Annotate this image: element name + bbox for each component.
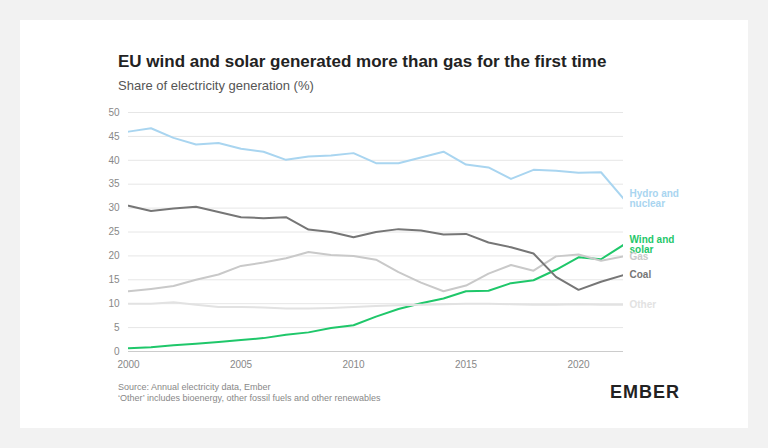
svg-text:20: 20 — [108, 250, 120, 261]
svg-text:Hydro andnuclear: Hydro andnuclear — [630, 188, 679, 209]
svg-text:25: 25 — [108, 226, 120, 237]
svg-text:50: 50 — [108, 107, 120, 118]
svg-text:2005: 2005 — [230, 359, 253, 370]
svg-text:2020: 2020 — [567, 359, 590, 370]
svg-text:2010: 2010 — [342, 359, 365, 370]
svg-text:2015: 2015 — [455, 359, 478, 370]
svg-text:Other: Other — [630, 299, 657, 310]
svg-text:Gas: Gas — [630, 251, 649, 262]
svg-text:30: 30 — [108, 202, 120, 213]
svg-text:5: 5 — [114, 322, 120, 333]
svg-text:40: 40 — [108, 155, 120, 166]
svg-text:45: 45 — [108, 131, 120, 142]
svg-text:10: 10 — [108, 298, 120, 309]
svg-text:0: 0 — [114, 346, 120, 357]
svg-text:2000: 2000 — [117, 359, 140, 370]
svg-text:Coal: Coal — [630, 269, 652, 280]
svg-text:35: 35 — [108, 178, 120, 189]
svg-text:15: 15 — [108, 274, 120, 285]
